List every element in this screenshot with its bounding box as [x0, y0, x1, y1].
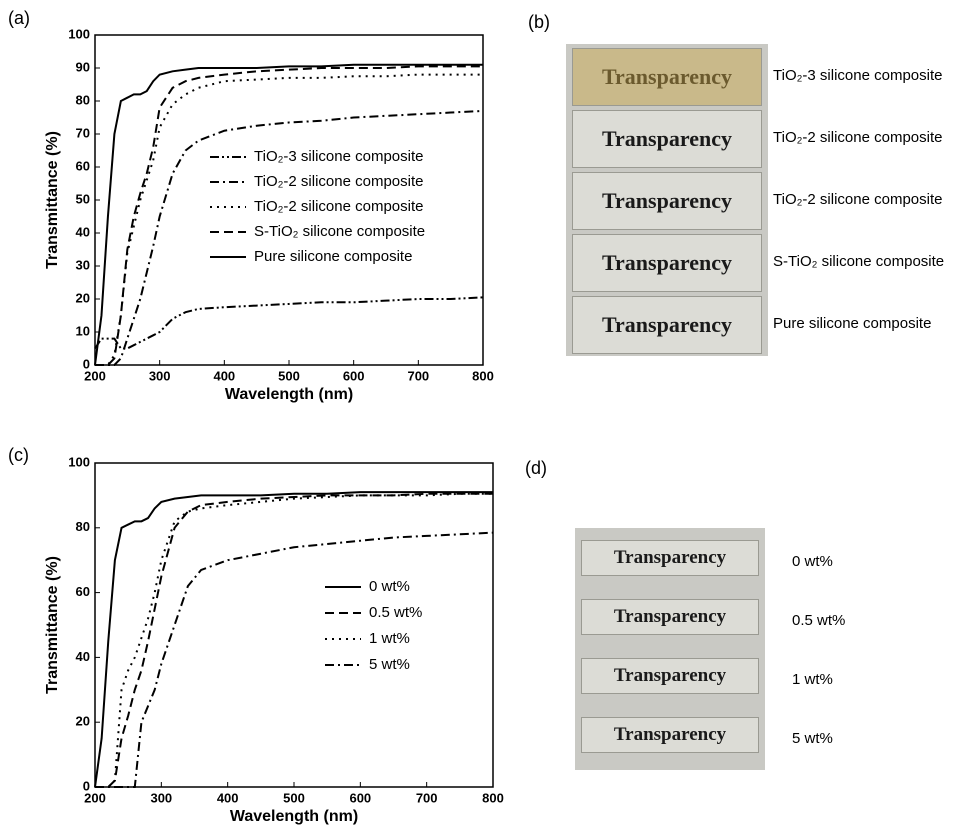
x-tick-label: 700	[416, 790, 438, 805]
x-tick-label: 700	[407, 368, 429, 383]
y-axis-title: Transmittance (%)	[44, 556, 61, 694]
y-tick-label: 60	[76, 584, 90, 599]
series-line	[95, 492, 493, 787]
plot-frame	[95, 463, 493, 787]
x-tick-label: 600	[349, 790, 371, 805]
y-tick-label: 0	[83, 356, 90, 371]
legend-label: 0 wt%	[369, 578, 410, 595]
x-tick-label: 800	[482, 790, 504, 805]
panel-label: (d)	[525, 458, 547, 479]
y-tick-label: 30	[76, 257, 90, 272]
sample-label: 5 wt%	[792, 730, 833, 747]
y-axis-title: Transmittance (%)	[44, 131, 61, 269]
sample-strip: Transparency	[572, 296, 762, 354]
y-tick-label: 60	[76, 158, 90, 173]
y-tick-label: 50	[76, 191, 90, 206]
sample-label: 0 wt%	[792, 553, 833, 570]
y-tick-label: 40	[76, 224, 90, 239]
x-tick-label: 400	[217, 790, 239, 805]
y-tick-label: 90	[76, 59, 90, 74]
x-tick-label: 300	[150, 790, 172, 805]
y-tick-label: 100	[68, 26, 90, 41]
y-tick-label: 10	[76, 323, 90, 338]
sample-strip: Transparency	[581, 658, 759, 694]
x-tick-label: 300	[149, 368, 171, 383]
sample-label: TiO₂-3 silicone composite	[773, 67, 943, 84]
x-tick-label: 800	[472, 368, 494, 383]
figure: 2003004005006007008000102030405060708090…	[0, 0, 965, 832]
sample-strip: Transparency	[581, 540, 759, 576]
photo: Transparency Transparency Transparency Tran…	[575, 528, 765, 770]
y-tick-label: 40	[76, 649, 90, 664]
panel-label: (c)	[8, 445, 29, 466]
y-tick-label: 80	[76, 92, 90, 107]
sample-label: Pure silicone composite	[773, 315, 931, 332]
series-line	[95, 75, 483, 365]
x-tick-label: 400	[213, 368, 235, 383]
y-tick-label: 80	[76, 519, 90, 534]
legend-label: 5 wt%	[369, 656, 410, 673]
sample-label: S-TiO₂ silicone composite	[773, 253, 944, 270]
sample-strip: Transparency	[581, 599, 759, 635]
x-axis-title: Wavelength (nm)	[230, 808, 358, 825]
x-tick-label: 500	[283, 790, 305, 805]
legend-label: TiO₂-3 silicone composite	[254, 148, 424, 165]
sample-strip: Transparency	[581, 717, 759, 753]
legend-label: 1 wt%	[369, 630, 410, 647]
legend-label: Pure silicone composite	[254, 248, 412, 265]
sample-strip: Transparency	[572, 48, 762, 106]
legend-label: S-TiO₂ silicone composite	[254, 223, 425, 240]
x-tick-label: 600	[343, 368, 365, 383]
sample-label: TiO₂-2 silicone composite	[773, 191, 943, 208]
y-tick-label: 20	[76, 290, 90, 305]
series-line	[95, 533, 493, 787]
legend-label: 0.5 wt%	[369, 604, 422, 621]
y-tick-label: 100	[68, 454, 90, 469]
series-line	[95, 66, 483, 365]
legend-label: TiO₂-2 silicone composite	[254, 173, 424, 190]
sample-label: TiO₂-2 silicone composite	[773, 129, 943, 146]
sample-strip: Transparency	[572, 234, 762, 292]
panel-label: (a)	[8, 8, 30, 29]
sample-label: 0.5 wt%	[792, 612, 845, 629]
series-line	[95, 494, 493, 787]
legend-label: TiO₂-2 silicone composite	[254, 198, 424, 215]
series-line	[95, 297, 483, 348]
charts: 2003004005006007008000102030405060708090…	[0, 0, 965, 832]
x-axis-title: Wavelength (nm)	[225, 386, 353, 403]
x-tick-label: 500	[278, 368, 300, 383]
y-tick-label: 20	[76, 714, 90, 729]
sample-label: 1 wt%	[792, 671, 833, 688]
y-tick-label: 0	[83, 778, 90, 793]
panel-label: (b)	[528, 12, 550, 33]
series-line	[95, 494, 493, 787]
sample-strip: Transparency	[572, 110, 762, 168]
sample-strip: Transparency	[572, 172, 762, 230]
y-tick-label: 70	[76, 125, 90, 140]
